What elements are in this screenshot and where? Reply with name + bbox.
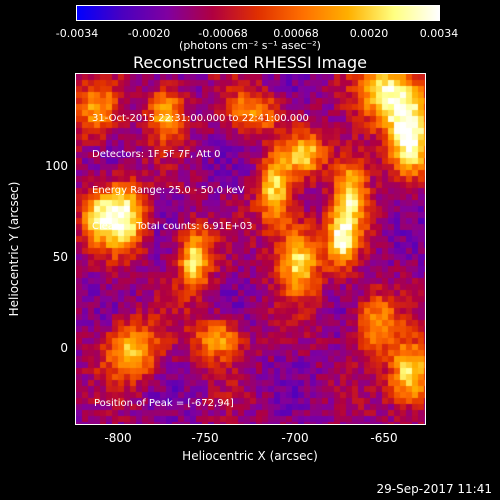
x-axis-label: Heliocentric X (arcsec) <box>182 449 318 463</box>
info-detectors: Detectors: 1F 5F 7F, Att 0 <box>92 149 221 160</box>
x-tick: -750 <box>191 431 219 445</box>
info-time-range: 31-Oct-2015 22:31:00.000 to 22:41:00.000 <box>92 113 309 124</box>
colorbar-tick: 0.0034 <box>419 27 459 40</box>
colorbar-tick: -0.00068 <box>198 27 248 40</box>
y-tick: 0 <box>60 341 68 355</box>
colorbar <box>76 5 440 21</box>
info-energy-range: Energy Range: 25.0 - 50.0 keV <box>92 185 245 196</box>
y-axis-label: Heliocentric Y (arcsec) <box>7 181 21 317</box>
colorbar-tick: 0.0020 <box>349 27 389 40</box>
info-counts: Clean Total counts: 6.91E+03 <box>92 221 253 232</box>
x-tick: -700 <box>281 431 309 445</box>
colorbar-tick: -0.0034 <box>55 27 99 40</box>
y-tick: 100 <box>45 159 68 173</box>
colorbar-tick: -0.0020 <box>127 27 171 40</box>
x-tick: -800 <box>104 431 132 445</box>
flux-map <box>76 74 425 424</box>
y-tick: 50 <box>52 250 68 264</box>
x-tick: -650 <box>370 431 398 445</box>
colorbar-tick: 0.00068 <box>273 27 319 40</box>
observation-info: 31-Oct-2015 22:31:00.000 to 22:41:00.000… <box>92 89 309 245</box>
timestamp: 29-Sep-2017 11:41 <box>376 482 492 496</box>
colorbar-unit-label: (photons cm⁻² s⁻¹ asec⁻²) <box>179 39 321 52</box>
rhessi-image-plot[interactable] <box>75 73 426 425</box>
peak-position-label: Position of Peak = [-672,94] <box>94 398 234 409</box>
image-title: Reconstructed RHESSI Image <box>133 53 367 72</box>
